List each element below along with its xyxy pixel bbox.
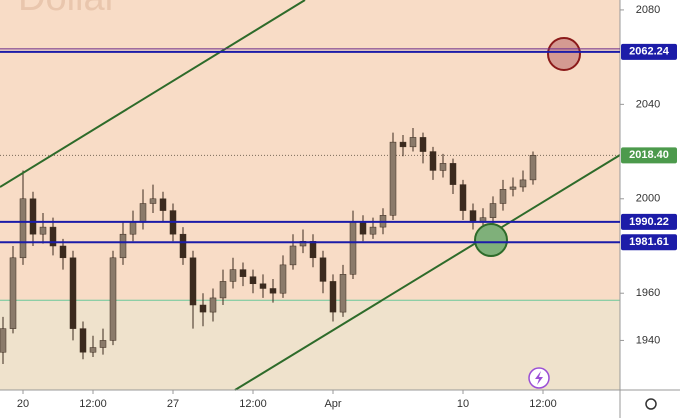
candle-body	[99, 340, 107, 348]
candle-body	[229, 269, 237, 282]
y-tick-label: 2080	[636, 4, 660, 16]
candle-body	[529, 155, 537, 181]
candle-body	[89, 347, 97, 353]
candle-body	[129, 222, 137, 235]
candle-body	[199, 304, 207, 313]
candle-body	[449, 163, 457, 185]
x-tick-label: 10	[457, 398, 469, 410]
price-label-bg	[621, 234, 677, 251]
candle-body	[219, 281, 227, 299]
candle-body	[69, 257, 77, 329]
trend-line	[0, 0, 306, 188]
candle-body	[399, 141, 407, 148]
candle-body	[159, 198, 167, 211]
candle-body	[439, 163, 447, 171]
candle-body	[149, 198, 157, 204]
x-tick-label: 12:00	[529, 398, 557, 410]
candle-body	[249, 276, 257, 285]
candle-body	[319, 257, 327, 282]
x-tick-label: Apr	[324, 398, 341, 410]
y-tick-label: 1960	[636, 287, 660, 299]
candle-body	[119, 233, 127, 259]
candle-body	[489, 203, 497, 218]
y-tick-label: 2000	[636, 193, 660, 205]
candle-body	[339, 274, 347, 313]
candle-body	[349, 222, 357, 275]
candle-body	[59, 245, 67, 259]
last-price-label: 2018.40	[629, 149, 669, 161]
candle-body	[429, 151, 437, 171]
candle-body	[279, 264, 287, 294]
candle-body	[459, 184, 467, 211]
candle-body	[39, 226, 47, 235]
candle-body	[189, 257, 197, 306]
candle-body	[469, 210, 477, 223]
candle-body	[209, 297, 217, 313]
price-label: 1990.22	[629, 216, 669, 228]
candle-body	[0, 328, 7, 353]
candle-body	[519, 179, 527, 188]
candle-body	[239, 269, 247, 277]
candle-body	[509, 186, 517, 190]
candle-body	[289, 245, 297, 266]
price-label: 2062.24	[629, 46, 670, 58]
candle-body	[269, 288, 277, 294]
trend-line	[234, 154, 621, 391]
candle-body	[49, 226, 57, 247]
y-tick-label: 1940	[636, 334, 660, 346]
candle-body	[259, 283, 267, 289]
candle-body	[499, 189, 507, 204]
entry-circle	[474, 223, 508, 257]
candle-body	[359, 222, 367, 235]
candle-body	[419, 137, 427, 152]
x-tick-label: 27	[167, 398, 179, 410]
candle-body	[79, 328, 87, 353]
x-tick-label: 12:00	[239, 398, 267, 410]
candle-body	[309, 241, 317, 259]
candle-body	[9, 257, 17, 329]
candle-body	[29, 198, 37, 235]
candle-body	[109, 257, 117, 341]
price-label: 1981.61	[629, 236, 669, 248]
candle-body	[19, 198, 27, 259]
candle-body	[329, 281, 337, 313]
price-label-bg	[621, 43, 677, 60]
candle-body	[409, 137, 417, 148]
price-label-bg	[621, 213, 677, 230]
y-tick-label: 2040	[636, 98, 660, 110]
x-tick-label: 20	[17, 398, 29, 410]
candle-body	[369, 226, 377, 235]
target-circle	[547, 37, 581, 71]
candle-body	[139, 203, 147, 223]
last-price-bg	[621, 147, 677, 164]
chart-title: Dollar	[18, 0, 118, 19]
settings-icon[interactable]	[645, 398, 657, 410]
candle-body	[179, 233, 187, 259]
x-tick-label: 12:00	[79, 398, 107, 410]
candle-body	[389, 141, 397, 216]
alert-bolt	[535, 371, 543, 385]
